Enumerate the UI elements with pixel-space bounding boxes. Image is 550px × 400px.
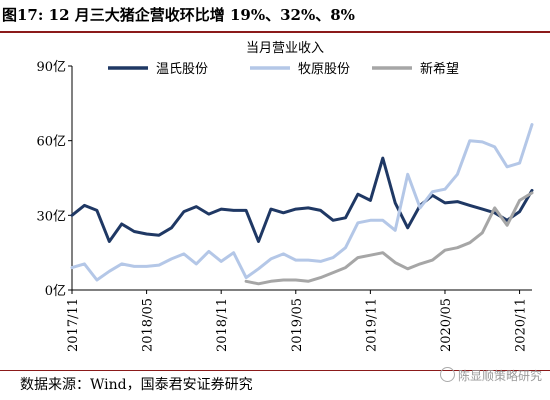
x-tick-label: 2017/11: [66, 298, 81, 352]
x-tick-label: 2020/05: [439, 298, 454, 352]
x-tick-label: 2018/11: [215, 298, 230, 352]
axes: 0亿 30亿 60亿 90亿 2017/11 2018/05 2018/11 2019/05 2…: [36, 60, 532, 352]
x-tick-label: 2019/05: [290, 298, 305, 352]
series-line-牧原股份: [70, 123, 534, 282]
y-tick-label: 30亿: [36, 209, 66, 224]
y-tick-label: 0亿: [45, 284, 66, 299]
bottom-rule: [0, 370, 550, 371]
legend-label: 温氏股份: [156, 62, 208, 77]
legend: 温氏股份 牧原股份 新希望: [108, 61, 459, 77]
watermark: 陈显顺策略研究: [439, 367, 542, 384]
y-tick-label: 60亿: [36, 135, 66, 150]
series-lines: [70, 123, 534, 286]
legend-label: 牧原股份: [298, 62, 350, 77]
x-tick-label: 2019/11: [364, 298, 379, 352]
wechat-icon: [439, 367, 455, 382]
watermark-text: 陈显顺策略研究: [457, 369, 542, 383]
y-tick-label: 90亿: [36, 60, 66, 75]
x-tick-label: 2020/11: [514, 298, 529, 352]
revenue-line-chart: 当月营业收入 温氏股份 牧原股份 新希望 0亿 30亿 60亿 90亿 2017/11 201…: [36, 41, 534, 352]
legend-label: 新希望: [420, 61, 459, 77]
title-rule: [0, 31, 550, 33]
x-tick-label: 2018/05: [141, 298, 156, 352]
figure-title: 图17: 12 月三大猪企营收环比增 19%、32%、8%: [2, 6, 355, 24]
series-line-温氏股份: [70, 156, 534, 243]
chart-title: 当月营业收入: [246, 41, 324, 56]
series-line-新希望: [244, 191, 534, 286]
source-note: 数据来源：Wind，国泰君安证券研究: [20, 377, 253, 393]
